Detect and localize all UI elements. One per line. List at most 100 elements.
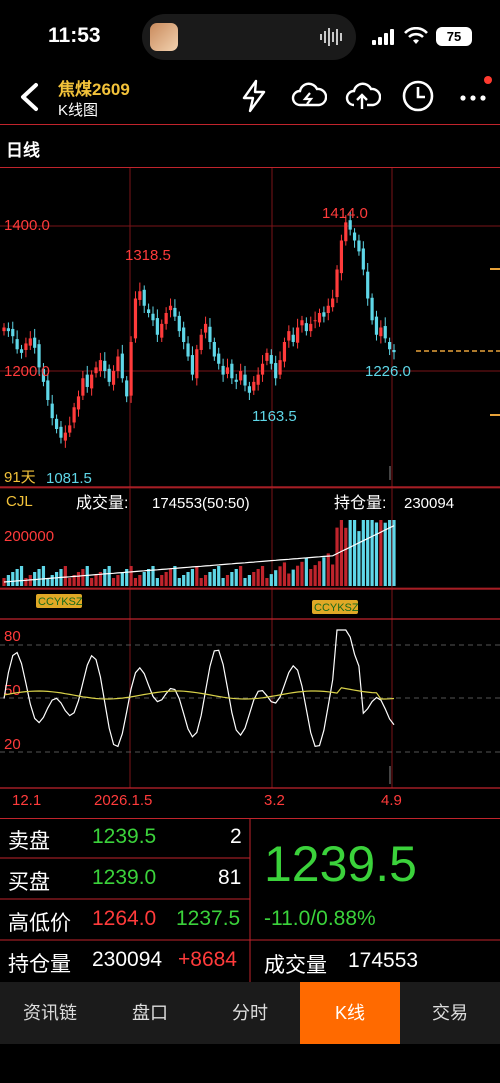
- volume-bar: [335, 527, 339, 586]
- volume-bar: [317, 561, 322, 586]
- nav-bar: 焦煤2609 K线图: [0, 72, 500, 122]
- candle-body: [366, 271, 370, 299]
- candle-body: [85, 374, 89, 387]
- volume-bar: [54, 572, 59, 586]
- candle-body: [129, 342, 133, 396]
- candle-body: [90, 374, 94, 389]
- candle-body: [107, 368, 111, 382]
- candle-body: [125, 380, 129, 397]
- volume-row-value: 174553: [348, 949, 419, 972]
- peak-label-1: 1318.5: [125, 247, 171, 264]
- more-icon[interactable]: [455, 78, 491, 114]
- tab-trade[interactable]: 交易: [432, 1003, 468, 1023]
- volume-bar: [295, 565, 300, 586]
- volume-bar: [142, 572, 146, 586]
- volume-bar: [230, 572, 234, 586]
- candle-body: [313, 320, 317, 322]
- chart-grid: [0, 168, 500, 788]
- period-selector[interactable]: 日线: [0, 124, 500, 168]
- volume-bar: [63, 566, 67, 586]
- candle-body: [33, 337, 37, 348]
- volume-bar: [138, 575, 142, 586]
- x-tick-2: 3.2: [264, 792, 285, 809]
- flash-icon[interactable]: [236, 78, 272, 114]
- home-area: [0, 1044, 500, 1083]
- volume-bar: [225, 575, 230, 586]
- candle-body: [383, 326, 387, 339]
- volume-bar: [177, 578, 181, 586]
- volume-bar: [278, 566, 282, 586]
- price-level-low: 1200.0: [4, 363, 50, 380]
- cloud-sync-icon[interactable]: [291, 78, 327, 114]
- volume-bar: [116, 575, 120, 586]
- volume-bar: [374, 522, 379, 586]
- back-arrow-icon[interactable]: [14, 80, 44, 114]
- volume-bar: [94, 575, 98, 586]
- volume-bar: [304, 557, 308, 586]
- signal-tag-1: CCYKSZ: [38, 596, 83, 608]
- volume-bar: [15, 569, 19, 586]
- cloud-upload-icon[interactable]: [345, 78, 381, 114]
- tab-news-chain[interactable]: 资讯链: [23, 1003, 77, 1023]
- candle-body: [98, 360, 103, 371]
- contract-title: 焦煤2609: [58, 80, 130, 99]
- candle-body: [46, 380, 50, 400]
- volume-bar: [155, 578, 159, 586]
- candle-body: [111, 371, 116, 385]
- volume-bar: [37, 569, 41, 586]
- candle-body: [208, 326, 212, 342]
- notification-dot: [484, 76, 492, 84]
- x-tick-0: 12.1: [12, 792, 41, 809]
- clock-icon[interactable]: [400, 78, 436, 114]
- volume-axis-label: 200000: [4, 528, 54, 545]
- volume-bar: [208, 572, 212, 586]
- volume-bar: [366, 520, 370, 586]
- volume-bar: [46, 578, 50, 586]
- volume-bar: [383, 522, 387, 586]
- candle-body: [94, 367, 98, 374]
- volume-row-label: 成交量: [264, 954, 327, 977]
- candle-body: [147, 309, 151, 313]
- kline-chart[interactable]: 1400.0 1200.0 1318.5 1414.0 1163.5 1226.…: [0, 168, 500, 818]
- candle-body: [164, 313, 168, 324]
- candle-body: [54, 418, 59, 429]
- candle-body: [212, 342, 216, 357]
- volume-bar: [357, 531, 361, 586]
- candle-body: [151, 313, 155, 321]
- tab-order-book[interactable]: 盘口: [132, 1003, 168, 1023]
- volume-bar: [344, 527, 348, 586]
- tab-intraday[interactable]: 分时: [232, 1003, 268, 1023]
- tab-kline[interactable]: K线: [300, 982, 400, 1044]
- candle-body: [59, 426, 63, 438]
- oscillator-line: [3, 629, 395, 748]
- candle-body: [2, 327, 6, 332]
- volume-bar: [72, 575, 76, 586]
- volume-bar: [120, 572, 124, 586]
- peak-label-2: 1414.0: [322, 205, 368, 222]
- x-tick-3: 4.9: [381, 792, 402, 809]
- volume-bar: [111, 578, 116, 586]
- volume-bar: [168, 569, 173, 586]
- candle-body: [243, 374, 247, 386]
- candle-body: [326, 305, 330, 313]
- bottom-tab-bar: 资讯链 盘口 分时 K线 交易: [0, 982, 500, 1044]
- candle-body: [234, 379, 238, 382]
- candle-body: [278, 360, 282, 375]
- candle-body: [339, 240, 344, 274]
- oi-value: 230094: [404, 495, 454, 512]
- volume-bar: [133, 578, 138, 586]
- days-label: 91天: [4, 469, 36, 486]
- candle-body: [388, 342, 392, 350]
- volume-bar: [287, 573, 291, 586]
- osc-reference-lines: [0, 644, 500, 753]
- candle-body: [41, 368, 46, 382]
- candle-body: [265, 352, 269, 361]
- volume-bar: [234, 569, 238, 586]
- oi-label: 持仓量:: [334, 494, 386, 512]
- volume-bar: [90, 578, 94, 586]
- volume-bar: [173, 566, 177, 586]
- volume-bar: [190, 569, 195, 586]
- candle-body: [374, 316, 379, 335]
- high-low-label: 高低价: [8, 912, 71, 935]
- candle-body: [352, 232, 357, 241]
